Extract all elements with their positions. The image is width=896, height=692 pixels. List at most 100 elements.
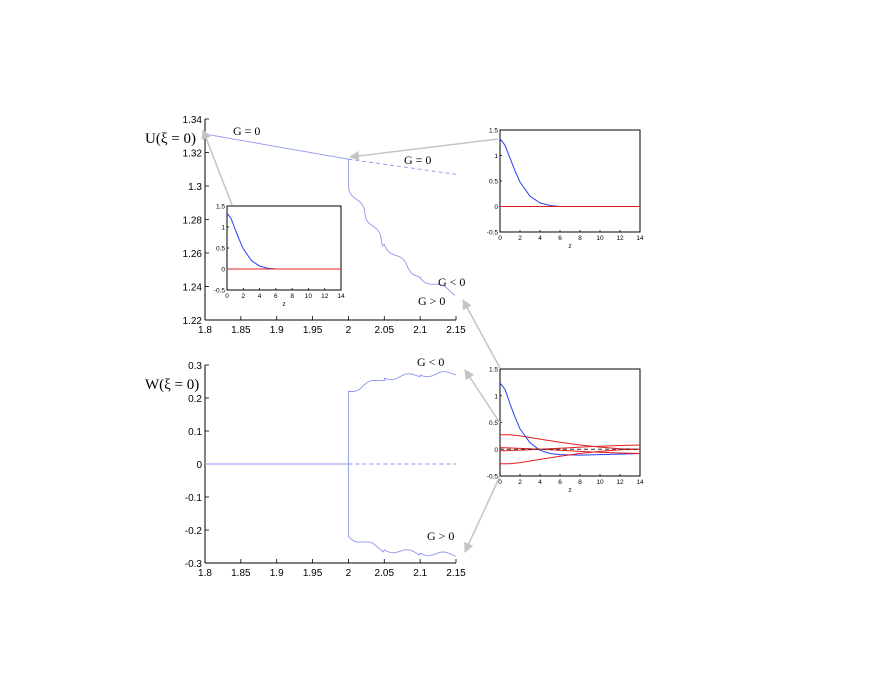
bottom-ytick-label: 0 [196, 460, 202, 471]
inset-b-ytick-label: -0.5 [487, 230, 499, 237]
bottom-ytick-label: -0.1 [185, 493, 203, 504]
inset-c-xtick-label: 2 [518, 479, 522, 486]
inset-b-ytick-label: 0.5 [489, 179, 498, 186]
bottom-xtick-label: 1.8 [198, 568, 212, 579]
bottom-plot: 1.8 1.85 1.9 1.95 2 2.05 2.1 2.15 -0.3 -0.2 -0.1 0 0… [185, 361, 466, 579]
inset-c-series-0 [499, 382, 641, 456]
arrow-to-bottom-gneg-end [464, 369, 501, 424]
top-ytick-label: 1.26 [183, 249, 203, 260]
bottom-ytick-label: 0.3 [188, 361, 202, 372]
inset-b-ytick-label: 1 [494, 153, 498, 160]
bottom-xtick-label: 1.85 [231, 568, 251, 579]
inset-a-xtick-label: 0 [225, 293, 229, 300]
inset-c-xtick-label: 4 [538, 479, 542, 486]
inset-b-chart: 0 2 4 6 8 10 12 14-0.500.511.5z [487, 128, 644, 251]
inset-a-ytick-label: 1.5 [216, 204, 225, 211]
top-ytick-label: 1.28 [183, 216, 203, 227]
inset-b-xtick-label: 8 [578, 235, 582, 242]
inset-a-xtick-label: 2 [241, 293, 245, 300]
inset-c-series-2 [500, 448, 641, 465]
inset-b-xtick-label: 0 [498, 235, 502, 242]
bottom-ytick-label: 0.2 [188, 394, 202, 405]
top-plot: 1.8 1.85 1.9 1.95 2 2.05 2.1 2.15 1.22 1.24 1.26 1.… [183, 115, 467, 336]
top-series-0 [204, 133, 349, 160]
inset-a-xtick-label: 8 [290, 293, 294, 300]
inset-a-xlabel: z [282, 301, 285, 308]
inset-b-ytick-label: 0 [494, 204, 498, 211]
inset-c-ytick-label: 1.5 [489, 367, 498, 374]
top-ytick-label: 1.34 [183, 115, 203, 126]
bottom-ytick-label: 0.1 [188, 427, 202, 438]
top-xtick-label: 1.9 [270, 325, 284, 336]
bottom-xtick-label: 1.9 [270, 568, 284, 579]
inset-a-chart: 0 2 4 6 8 10 12 14-0.500.511.5z [214, 204, 345, 309]
top-series-2 [347, 159, 456, 296]
inset-c-xtick-label: 12 [616, 479, 624, 486]
annotation-g-positive-top: G > 0 [418, 294, 445, 308]
inset-b-frame [499, 129, 641, 233]
annotation-g-negative-top: G < 0 [438, 275, 465, 289]
u-axis-label: U(ξ = 0) [145, 131, 196, 147]
bottom-xtick-label: 1.95 [303, 568, 323, 579]
inset-b-xtick-label: 4 [538, 235, 542, 242]
inset-a-xtick-label: 12 [321, 293, 329, 300]
bottom-xtick-label: 2 [346, 568, 352, 579]
inset-b-xtick-label: 2 [518, 235, 522, 242]
top-ytick-label: 1.32 [183, 149, 203, 160]
w-axis-label: W(ξ = 0) [145, 377, 199, 393]
bottom-series-2 [347, 371, 457, 464]
top-xtick-label: 1.95 [303, 325, 323, 336]
inset-c-series-3 [499, 444, 641, 452]
top-xtick-label: 2.1 [413, 325, 427, 336]
insets: 0 2 4 6 8 10 12 14-0.500.511.5z0 2 4 6 8 10 12 14-0.50… [214, 128, 644, 495]
inset-a-xtick-label: 4 [258, 293, 262, 300]
bottom-chart: 1.8 1.85 1.9 1.95 2 2.05 2.1 2.15 -0.3 -0.2 -0.1 0 0… [185, 361, 466, 579]
top-ytick-label: 1.22 [183, 316, 203, 327]
inset-c-series-1 [500, 434, 641, 450]
top-series-1 [348, 158, 457, 175]
inset-b-xtick-label: 10 [596, 235, 604, 242]
annotation-g-zero-right: G = 0 [404, 153, 431, 167]
inset-c-ytick-label: 0 [494, 447, 498, 454]
inset-c-ytick-label: -0.5 [487, 474, 499, 481]
inset-b-xlabel: z [568, 243, 571, 250]
arrow-to-bottom-gpos-end [464, 475, 501, 553]
inset-c-xtick-label: 8 [578, 479, 582, 486]
inset-b-xtick-label: 14 [636, 235, 644, 242]
top-xtick-label: 2 [346, 325, 352, 336]
annotation-g-negative-bottom: G < 0 [417, 355, 444, 369]
inset-c-xtick-label: 10 [596, 479, 604, 486]
connector-arrows [201, 129, 501, 553]
inset-c-ytick-label: 0.5 [489, 420, 498, 427]
inset-c-xtick-label: 0 [498, 479, 502, 486]
annotation-g-zero-left: G = 0 [233, 124, 260, 138]
inset-a-ytick-label: 0 [221, 267, 225, 274]
inset-a-xtick-label: 10 [305, 293, 313, 300]
inset-b-xtick-label: 6 [558, 235, 562, 242]
top-xtick-label: 1.8 [198, 325, 212, 336]
inset-c-series-4 [499, 447, 641, 454]
inset-b-ytick-label: 1.5 [489, 128, 498, 135]
arrow-to-top-left-point [201, 129, 233, 206]
top-xtick-label: 2.05 [375, 325, 395, 336]
bottom-ytick-label: -0.2 [185, 526, 203, 537]
bottom-xtick-label: 2.15 [446, 568, 466, 579]
top-ytick-label: 1.3 [188, 182, 202, 193]
bottom-ytick-label: -0.3 [185, 559, 203, 570]
inset-c-xlabel: z [568, 487, 571, 494]
top-ytick-label: 1.24 [183, 283, 203, 294]
inset-c-xtick-label: 14 [636, 479, 644, 486]
top-chart: 1.8 1.85 1.9 1.95 2 2.05 2.1 2.15 1.22 1.24 1.26 1.… [183, 115, 467, 336]
bottom-series-3 [347, 464, 457, 557]
inset-a-frame [226, 205, 342, 291]
inset-a-ytick-label: 1 [221, 225, 225, 232]
bottom-xtick-label: 2.05 [375, 568, 395, 579]
inset-a-ytick-label: 0.5 [216, 246, 225, 253]
inset-a-ytick-label: -0.5 [214, 288, 226, 295]
arrow-to-top-mid-point [349, 138, 499, 161]
arrow-to-top-gneg-end [462, 299, 501, 369]
inset-c-ytick-label: 1 [494, 393, 498, 400]
inset-a-xtick-label: 6 [274, 293, 278, 300]
inset-b-xtick-label: 12 [616, 235, 624, 242]
